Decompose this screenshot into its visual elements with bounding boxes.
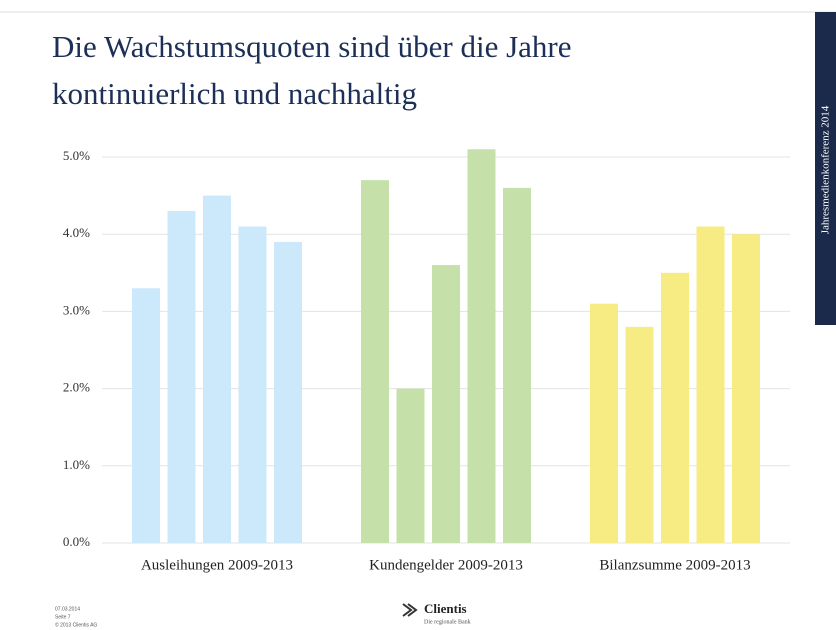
bar — [732, 234, 760, 543]
bar — [590, 303, 618, 543]
bar — [467, 149, 496, 543]
y-tick-label: 5.0% — [63, 148, 90, 163]
bar — [361, 180, 389, 543]
footer-page: Seite 7 — [55, 614, 71, 620]
y-tick-label: 0.0% — [63, 534, 90, 549]
footer-copyright: © 2013 Clientis AG — [55, 621, 97, 628]
y-tick-label: 4.0% — [63, 225, 90, 240]
y-tick-label: 1.0% — [63, 457, 90, 472]
title-line: kontinuierlich und nachhaltig — [52, 76, 417, 111]
bar — [238, 226, 267, 544]
y-tick-label: 3.0% — [63, 302, 90, 317]
side-label: Jahresmedienkonferenz 2014 — [820, 105, 832, 234]
bar — [167, 211, 196, 544]
bar — [432, 265, 460, 543]
bar — [274, 241, 302, 544]
footer-date: 07.03.2014 — [55, 606, 80, 612]
logo-tagline: Die regionale Bank — [424, 619, 471, 625]
x-group-label: Ausleihungen 2009-2013 — [141, 557, 293, 573]
x-group-label: Bilanzsumme 2009-2013 — [599, 557, 750, 573]
bar — [625, 326, 654, 543]
bar — [396, 388, 425, 543]
logo-icon — [402, 603, 418, 617]
logo-name: Clientis — [424, 601, 467, 616]
y-tick-label: 2.0% — [63, 380, 90, 395]
bar — [203, 195, 231, 543]
bar — [132, 288, 160, 543]
bar — [661, 272, 689, 543]
side-banner — [815, 12, 836, 325]
x-group-label: Kundengelder 2009-2013 — [369, 557, 523, 573]
bar — [503, 187, 531, 543]
bar — [696, 226, 725, 544]
title-line: Die Wachstumsquoten sind über die Jahre — [52, 29, 572, 64]
